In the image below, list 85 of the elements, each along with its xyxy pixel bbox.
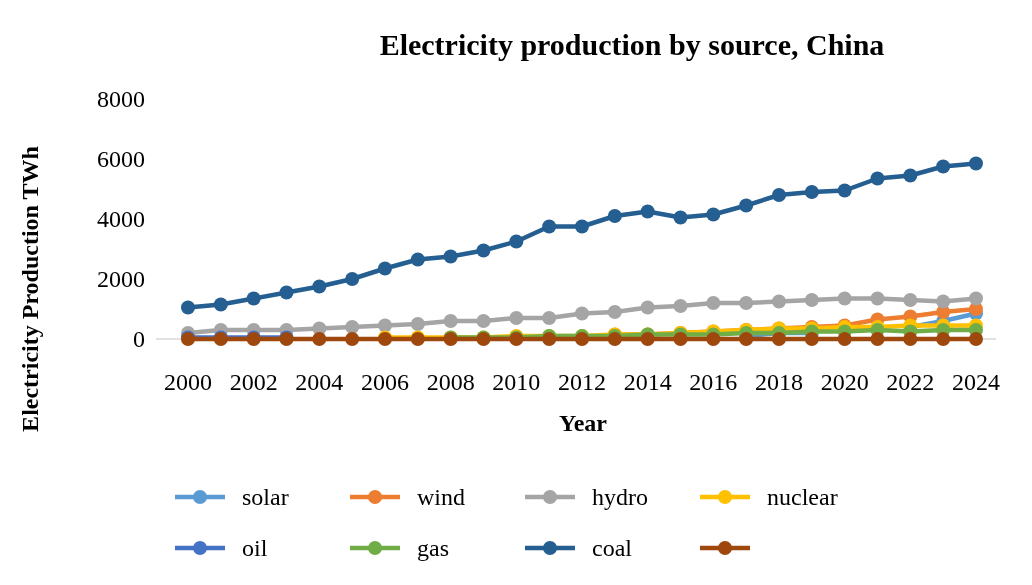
point xyxy=(509,234,524,249)
point xyxy=(837,183,852,198)
x-tick-label: 2010 xyxy=(492,369,541,395)
point xyxy=(969,156,983,171)
chart-title: Electricity production by source, China xyxy=(379,28,885,61)
legend-label: wind xyxy=(417,484,465,511)
point xyxy=(312,332,327,346)
point xyxy=(443,249,458,264)
point xyxy=(378,261,392,276)
point xyxy=(772,188,786,202)
point xyxy=(870,171,885,186)
point xyxy=(640,204,655,219)
point xyxy=(345,332,360,346)
y-tick-label: 2000 xyxy=(97,266,145,293)
point xyxy=(476,314,491,328)
point xyxy=(443,314,458,328)
point xyxy=(870,291,885,306)
y-tick-label: 4000 xyxy=(97,206,145,233)
y-tick-label: 6000 xyxy=(97,146,145,173)
point xyxy=(345,272,360,286)
point xyxy=(607,209,622,223)
y-tick-label: 8000 xyxy=(97,86,145,113)
point xyxy=(345,320,360,334)
x-tick-label: 2000 xyxy=(164,369,212,395)
point xyxy=(706,207,721,222)
x-tick-label: 2002 xyxy=(229,369,278,395)
point xyxy=(673,332,688,346)
point xyxy=(673,210,688,225)
point xyxy=(903,332,918,346)
x-tick-label: 2006 xyxy=(361,369,409,395)
legend-label: oil xyxy=(242,535,268,562)
y-tick-label: 0 xyxy=(133,326,145,353)
y-axis-title: Electricity Production TWh xyxy=(17,146,43,432)
point xyxy=(640,300,655,315)
point xyxy=(378,318,392,333)
point xyxy=(903,293,918,307)
point xyxy=(312,279,327,294)
x-tick-label: 2018 xyxy=(755,369,803,395)
legend-label: nuclear xyxy=(767,484,838,511)
point xyxy=(903,168,918,183)
point xyxy=(476,243,491,258)
point xyxy=(575,306,589,321)
point xyxy=(410,317,425,331)
point xyxy=(542,219,557,234)
point xyxy=(969,332,983,346)
point xyxy=(607,305,622,319)
point xyxy=(936,332,951,346)
point xyxy=(936,159,951,174)
legend-label: gas xyxy=(417,535,449,562)
point xyxy=(181,300,195,315)
point xyxy=(706,332,721,346)
point xyxy=(969,291,983,306)
x-tick-label: 2014 xyxy=(623,369,672,395)
point xyxy=(804,332,819,346)
point xyxy=(706,296,721,310)
point xyxy=(509,311,524,325)
point xyxy=(936,294,951,309)
point xyxy=(246,291,261,306)
point xyxy=(772,294,786,309)
point xyxy=(870,332,885,346)
x-tick-label: 2008 xyxy=(426,369,475,395)
x-tick-label: 2004 xyxy=(295,369,344,395)
x-tick-label: 2012 xyxy=(558,369,606,395)
point xyxy=(279,285,294,300)
point xyxy=(804,293,819,307)
x-tick-label: 2016 xyxy=(689,369,738,395)
point xyxy=(673,299,688,313)
x-tick-label: 2022 xyxy=(886,369,935,395)
x-tick-label: 2020 xyxy=(820,369,869,395)
point xyxy=(410,252,425,267)
point xyxy=(804,185,819,199)
point xyxy=(739,198,754,213)
point xyxy=(837,291,852,306)
x-axis-title: Year xyxy=(559,410,608,436)
point xyxy=(542,311,557,325)
legend-label: coal xyxy=(592,535,633,562)
x-tick-label: 2024 xyxy=(952,369,1000,395)
legend-label: hydro xyxy=(592,484,648,511)
point xyxy=(739,296,754,310)
point xyxy=(213,297,228,312)
point xyxy=(772,332,786,346)
point xyxy=(837,332,852,346)
legend-label: solar xyxy=(242,484,289,511)
point xyxy=(575,219,589,234)
point xyxy=(640,332,655,346)
